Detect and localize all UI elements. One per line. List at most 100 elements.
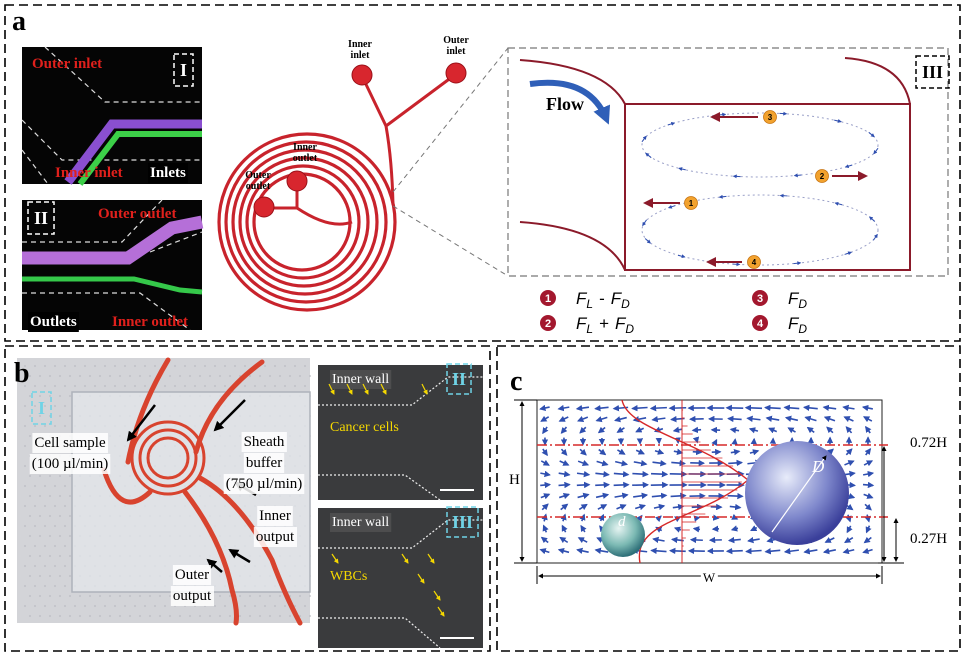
photo-texture (54, 605, 56, 607)
velocity-arrow (728, 496, 743, 497)
port-label: Inner (348, 39, 372, 50)
photo-texture (64, 365, 66, 367)
vortex-arrow (794, 263, 801, 264)
photo-texture (64, 605, 66, 607)
velocity-arrow (694, 529, 700, 530)
port-label: inlet (351, 50, 371, 61)
photo-texture (109, 615, 111, 617)
photo-texture (214, 385, 216, 387)
velocity-arrow (692, 507, 703, 508)
photo-texture (179, 375, 181, 377)
photo-texture (59, 535, 61, 537)
photo-texture (34, 565, 36, 567)
photo-texture (304, 365, 306, 367)
inlet-label: Inner inlet (55, 165, 123, 181)
photo-texture (29, 435, 31, 437)
photo-texture (224, 605, 226, 607)
photo-texture (69, 395, 71, 397)
photo-texture (69, 555, 71, 557)
photo-texture (139, 595, 141, 597)
legend-text: FL+FD (576, 314, 634, 336)
photo-texture (69, 535, 71, 537)
photo-texture (204, 365, 206, 367)
particle-number: 1 (689, 199, 694, 208)
inset-tag: II (34, 208, 48, 228)
photo-texture (229, 595, 231, 597)
velocity-arrow (559, 485, 570, 486)
photo-texture (214, 605, 216, 607)
legend-term: D (798, 297, 807, 311)
photo-texture (34, 405, 36, 407)
photo-texture (159, 615, 161, 617)
vortex-arrow (643, 220, 647, 226)
panel-label: a (12, 6, 26, 37)
photo-texture (89, 375, 91, 377)
particle-label: D (811, 457, 825, 476)
photo-texture (54, 585, 56, 587)
vortex (642, 195, 878, 265)
photo-texture (129, 595, 131, 597)
photo-texture (269, 615, 271, 617)
photo-texture (49, 535, 51, 537)
photo-texture (34, 585, 36, 587)
photo-texture (104, 605, 106, 607)
velocity-arrow (746, 551, 761, 552)
photo-texture (209, 375, 211, 377)
photo-texture (24, 445, 26, 447)
photo-texture (89, 615, 91, 617)
flow-label: Flow (546, 94, 584, 114)
legend-term: D (798, 322, 807, 336)
legend-text: FL-FD (576, 289, 630, 311)
vortex-arrow (668, 123, 675, 125)
photo-texture (24, 465, 26, 467)
photo-texture (69, 415, 71, 417)
photo-texture (169, 595, 171, 597)
velocity-arrow (693, 452, 701, 453)
legend-term: L (586, 297, 593, 311)
port (287, 171, 307, 191)
photo-texture (24, 545, 26, 547)
photo-texture (99, 375, 101, 377)
vortex (642, 113, 878, 177)
velocity-arrow (715, 440, 716, 442)
photo-texture (244, 385, 246, 387)
photo-label: Cell sample (34, 435, 106, 451)
page: aOuter inletInner inletInletsIIIOuter ou… (0, 0, 966, 655)
photo-texture (39, 475, 41, 477)
photo-texture (64, 485, 66, 487)
velocity-arrow (863, 485, 873, 486)
photo-texture (29, 475, 31, 477)
photo-texture (224, 365, 226, 367)
photo-texture (274, 605, 276, 607)
photo-texture (44, 525, 46, 527)
photo-texture (149, 615, 151, 617)
photo-texture (179, 615, 181, 617)
dimension-label: 0.72H (910, 435, 947, 451)
photo-texture (94, 605, 96, 607)
photo-texture (34, 505, 36, 507)
photo-texture (49, 495, 51, 497)
velocity-arrow (693, 430, 701, 431)
legend-term: + (599, 314, 609, 333)
photo-texture (59, 575, 61, 577)
photo-texture (259, 615, 261, 617)
photo-texture (29, 515, 31, 517)
legend-text: FD (788, 314, 807, 336)
photo-texture (164, 605, 166, 607)
photo-texture (109, 595, 111, 597)
zoom-line (393, 48, 508, 276)
photo-texture (189, 375, 191, 377)
photo-texture (69, 615, 71, 617)
photo-texture (34, 485, 36, 487)
photo-texture (64, 385, 66, 387)
photo-label: output (256, 529, 295, 545)
vortex-arrow (873, 234, 877, 240)
photo-texture (294, 365, 296, 367)
photo-texture (114, 605, 116, 607)
photo-texture (54, 505, 56, 507)
vortex-arrow (835, 203, 842, 205)
vortex-arrow (719, 196, 726, 197)
photo-texture (39, 575, 41, 577)
photo-texture (199, 375, 201, 377)
photo-texture (309, 615, 311, 617)
